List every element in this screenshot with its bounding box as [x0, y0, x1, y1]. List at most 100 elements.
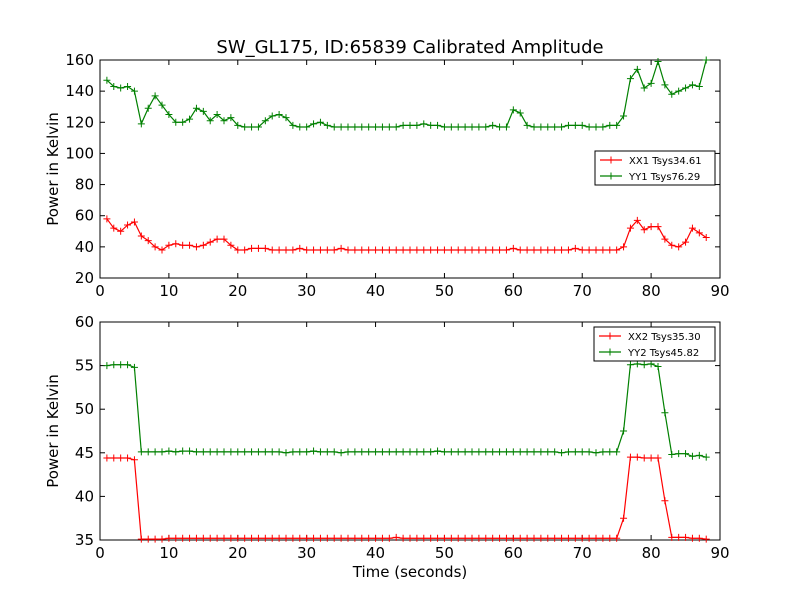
chart-2-series-2-point: [316, 448, 324, 456]
chart-1-legend-label: XX1 Tsys34.61: [629, 156, 702, 167]
chart-2-series-1-point: [124, 454, 132, 462]
chart-1-legend-label: YY1 Tsys76.29: [628, 172, 700, 183]
chart-1-series-2-point: [599, 123, 607, 131]
chart-2-series-2-point: [117, 361, 125, 369]
chart-2-legend-label: XX2 Tsys35.30: [628, 332, 701, 343]
chart-2-series-1-point: [496, 534, 504, 542]
chart-2-series-1-point: [296, 534, 304, 542]
chart-1-series-1-point: [385, 246, 393, 254]
chart-2-series-1-point: [254, 534, 262, 542]
chart-1-ytick-label: 160: [65, 51, 94, 69]
chart-2-series-2-point: [640, 361, 648, 369]
chart-1-series-1-point: [351, 246, 359, 254]
chart-2-series-1-point: [440, 534, 448, 542]
chart-2-series-1-point: [427, 534, 435, 542]
chart-1-series-1-point: [427, 246, 435, 254]
chart-1-series-2-point: [496, 123, 504, 131]
chart-2-series-2-point: [682, 450, 690, 458]
chart-2-xtick-label: 0: [95, 544, 105, 562]
chart-2-series-1-point: [241, 534, 249, 542]
chart-1-series-1-point: [261, 244, 269, 252]
chart-2-series-1-point: [130, 456, 138, 464]
chart-2-series-1-point: [654, 454, 662, 462]
chart-2-series-2-point: [702, 453, 710, 461]
chart-1-series-1-point: [344, 246, 352, 254]
chart-2-series-2-point: [613, 448, 621, 456]
chart-1-series-1-point: [626, 224, 634, 232]
chart-1-series-2-point: [523, 121, 531, 129]
chart-2-series-2-point: [620, 427, 628, 435]
chart-2-series-1-point: [248, 534, 256, 542]
chart-2-series-1-point: [344, 534, 352, 542]
chart-1-series-2-point: [137, 120, 145, 128]
chart-1-series-2-point: [509, 106, 517, 114]
chart-2-series-1-point: [413, 534, 421, 542]
chart-2-xtick-label: 60: [504, 544, 523, 562]
chart-1-series-1-point: [496, 246, 504, 254]
chart-2-series-2-point: [523, 448, 531, 456]
chart-1-series-2-point: [702, 56, 710, 64]
chart-1-xtick-label: 30: [297, 282, 316, 300]
chart-1-series-1-point: [440, 246, 448, 254]
chart-1-series-2-point: [220, 117, 228, 125]
chart-2-series-1-point: [144, 535, 152, 543]
chart-2-xlabel: Time (seconds): [352, 563, 468, 581]
chart-2-ytick-label: 45: [75, 444, 94, 462]
chart-1-ytick-label: 140: [65, 82, 94, 100]
chart-2-series-1-point: [461, 534, 469, 542]
chart-1-series-1-point: [482, 246, 490, 254]
chart-2-series-1-point: [117, 454, 125, 462]
chart-1-series-1-point: [248, 244, 256, 252]
chart-1-series-1-point: [661, 235, 669, 243]
chart-1-series-2-point: [206, 117, 214, 125]
chart-1-series-2-point: [413, 121, 421, 129]
chart-2-series-1-point: [592, 534, 600, 542]
chart-1-series-2-point: [654, 58, 662, 66]
chart-1-series-1-point: [316, 246, 324, 254]
chart-1-series-2-point: [227, 114, 235, 122]
chart-2-legend-label: YY2 Tsys45.82: [627, 348, 699, 359]
chart-2-legend-marker: [606, 348, 614, 356]
chart-1-series-1-point: [227, 241, 235, 249]
chart-1-series-2-point: [158, 101, 166, 109]
chart-2-series-2-point: [213, 448, 221, 456]
chart-2-series-2-point: [502, 448, 510, 456]
chart-2-series-1-point: [275, 534, 283, 542]
chart-2-series-2-point: [344, 448, 352, 456]
chart-2-series-2-point: [661, 409, 669, 417]
chart-1-series-2-point: [248, 123, 256, 131]
chart-1-series-2-point: [434, 121, 442, 129]
chart-1-series-1-point: [275, 246, 283, 254]
chart-2-series-1-point: [206, 534, 214, 542]
chart-2-series-2-point: [303, 448, 311, 456]
chart-2-series-1-point: [675, 533, 683, 541]
chart-1-series-1-point: [702, 234, 710, 242]
chart-1-series-2-point: [378, 123, 386, 131]
chart-2-series-2-point: [186, 447, 194, 455]
chart-1-series-2-point: [468, 123, 476, 131]
chart-2-series-2-point: [282, 449, 290, 457]
chart-1-series-2-point: [124, 82, 132, 90]
chart-2-series-1-point: [564, 534, 572, 542]
chart-1-legend-marker: [607, 156, 615, 164]
chart-2-series-1-point: [192, 534, 200, 542]
chart-1-series-1-point: [137, 232, 145, 240]
chart-1-series-2-point: [406, 121, 414, 129]
chart-1-series-2-point: [427, 121, 435, 129]
chart-2-series-1-point: [454, 534, 462, 542]
chart-2-series-1-point: [268, 534, 276, 542]
chart-2-series-2-point: [179, 447, 187, 455]
chart-1-series-2-point: [144, 104, 152, 112]
chart-2-series-1-point: [172, 534, 180, 542]
chart-2-series-1-point: [399, 534, 407, 542]
chart-2-series-2-point: [144, 448, 152, 456]
chart-2-series-2-point: [571, 448, 579, 456]
chart-1-series-1-point: [489, 246, 497, 254]
chart-1-series-1-point: [213, 235, 221, 243]
chart-2-series-1-point: [537, 534, 545, 542]
chart-1-series-1-point: [296, 244, 304, 252]
chart-2-series-2-point: [406, 448, 414, 456]
chart-1-series-1-point: [578, 246, 586, 254]
chart-1-series-1-point: [454, 246, 462, 254]
